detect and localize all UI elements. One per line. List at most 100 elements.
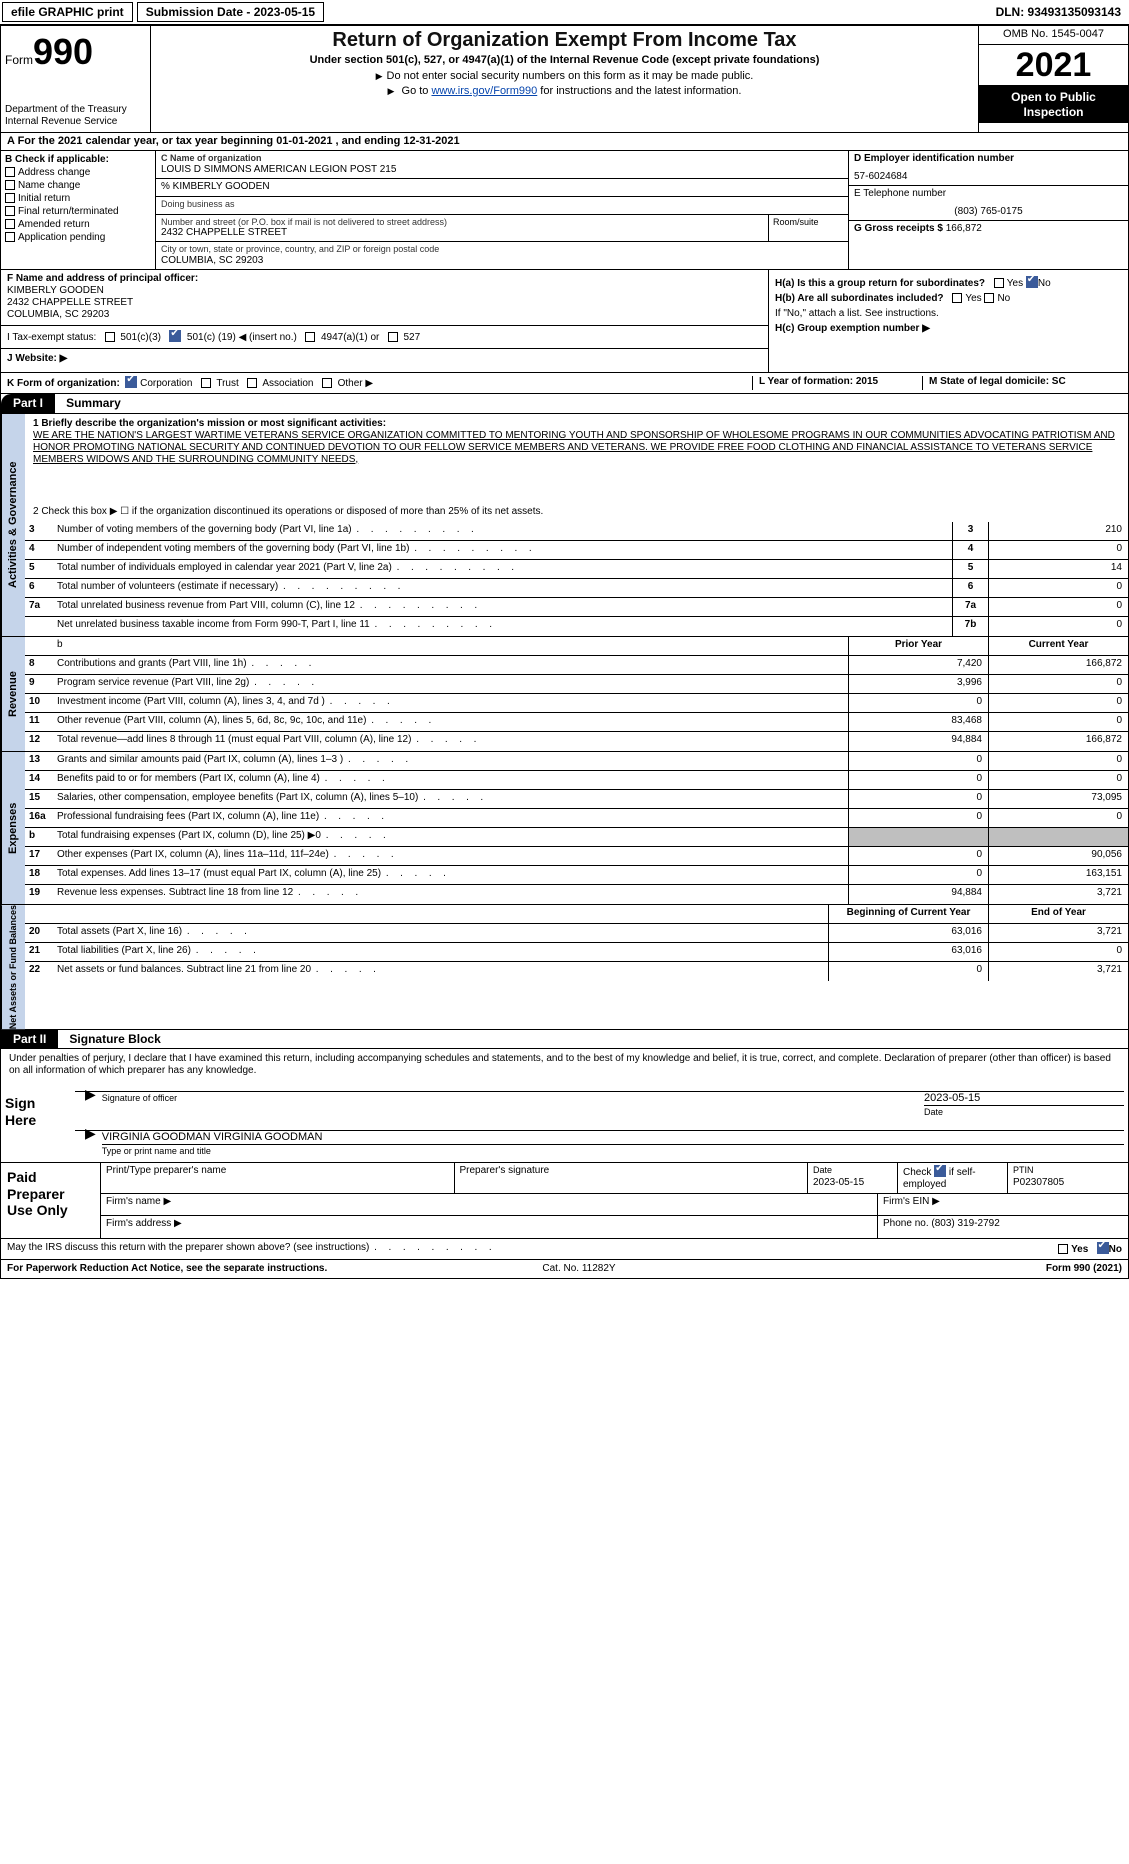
part-i-header: Part I Summary — [0, 394, 1129, 413]
row-desc: Total expenses. Add lines 13–17 (must eq… — [53, 866, 848, 884]
cb-discuss-yes[interactable] — [1058, 1244, 1068, 1254]
row-desc: Total fundraising expenses (Part IX, col… — [53, 828, 848, 846]
row-desc: Net unrelated business taxable income fr… — [53, 617, 952, 636]
cb-self-employed-checked-icon — [934, 1165, 946, 1177]
cb-final-return[interactable] — [5, 206, 15, 216]
row-current: 0 — [988, 675, 1128, 693]
k-other: Other ▶ — [338, 378, 373, 389]
k-assoc: Association — [262, 378, 313, 389]
cb-initial-return[interactable] — [5, 193, 15, 203]
footer-left: For Paperwork Reduction Act Notice, see … — [7, 1263, 327, 1275]
note-post: for instructions and the latest informat… — [537, 85, 741, 97]
row-val: 0 — [988, 541, 1128, 559]
note-pre: Go to — [402, 85, 432, 97]
ha-label: H(a) Is this a group return for subordin… — [775, 278, 985, 289]
discuss-question: May the IRS discuss this return with the… — [7, 1242, 1058, 1256]
row-val: 0 — [988, 598, 1128, 616]
cb-hb-no[interactable] — [984, 293, 994, 303]
cb-lab-1: Name change — [18, 180, 80, 191]
cb-lab-4: Amended return — [18, 219, 90, 230]
prep-phone-label: Phone no. — [883, 1218, 929, 1229]
cb-4947[interactable] — [305, 332, 315, 342]
row-val: 14 — [988, 560, 1128, 578]
table-row: 11Other revenue (Part VIII, column (A), … — [25, 713, 1128, 732]
irs-link[interactable]: www.irs.gov/Form990 — [431, 85, 537, 97]
row-current: 0 — [988, 771, 1128, 789]
table-row: 13Grants and similar amounts paid (Part … — [25, 752, 1128, 771]
cb-application-pending[interactable] — [5, 232, 15, 242]
row-desc: Net assets or fund balances. Subtract li… — [53, 962, 828, 981]
row-num: 4 — [25, 541, 53, 559]
i-o1: 501(c)(3) — [120, 332, 161, 343]
row-num: 3 — [25, 522, 53, 540]
row-desc: Other expenses (Part IX, column (A), lin… — [53, 847, 848, 865]
prep-date-value: 2023-05-15 — [813, 1177, 864, 1188]
cb-lab-3: Final return/terminated — [18, 206, 119, 217]
row-num: 10 — [25, 694, 53, 712]
mission-label: 1 Briefly describe the organization's mi… — [33, 418, 386, 429]
cb-lab-2: Initial return — [18, 193, 70, 204]
hb-yes: Yes — [965, 293, 981, 304]
table-row: 5Total number of individuals employed in… — [25, 560, 1128, 579]
cb-501c3[interactable] — [105, 332, 115, 342]
row-current: 3,721 — [988, 962, 1128, 981]
hc-label: H(c) Group exemption number ▶ — [775, 323, 930, 334]
expenses-block: Expenses 13Grants and similar amounts pa… — [0, 752, 1129, 905]
table-row: 6Total number of volunteers (estimate if… — [25, 579, 1128, 598]
j-website-label: J Website: ▶ — [7, 353, 67, 364]
prep-name-hdr: Print/Type preparer's name — [101, 1163, 455, 1193]
part-ii-badge: Part II — [1, 1030, 58, 1048]
table-row: 4Number of independent voting members of… — [25, 541, 1128, 560]
prep-sig-hdr: Preparer's signature — [455, 1163, 809, 1193]
row-prior: 83,468 — [848, 713, 988, 731]
row-num: 18 — [25, 866, 53, 884]
efile-print-button[interactable]: efile GRAPHIC print — [2, 2, 133, 22]
hdr-end-year: End of Year — [988, 905, 1128, 923]
row-box: 5 — [952, 560, 988, 578]
table-row: 7aTotal unrelated business revenue from … — [25, 598, 1128, 617]
open-public-badge: Open to Public Inspection — [979, 86, 1128, 123]
row-prior: 94,884 — [848, 732, 988, 751]
row-desc: Number of voting members of the governin… — [53, 522, 952, 540]
row-current — [988, 828, 1128, 846]
row-box: 3 — [952, 522, 988, 540]
row-prior: 63,016 — [828, 924, 988, 942]
cb-address-change[interactable] — [5, 167, 15, 177]
cb-527[interactable] — [388, 332, 398, 342]
k-trust: Trust — [216, 378, 238, 389]
cb-assoc[interactable] — [247, 378, 257, 388]
cb-lab-0: Address change — [18, 167, 90, 178]
row-num — [25, 617, 53, 636]
prep-date-hdr: Date — [813, 1165, 832, 1175]
section-f: F Name and address of principal officer:… — [1, 270, 768, 372]
vert-expenses: Expenses — [1, 752, 25, 904]
row-num: 17 — [25, 847, 53, 865]
row-desc: Total unrelated business revenue from Pa… — [53, 598, 952, 616]
i-o2-post: ) ◀ (insert no.) — [232, 332, 296, 343]
c-name-label: C Name of organization — [161, 153, 262, 163]
row-num: 12 — [25, 732, 53, 751]
cb-trust[interactable] — [201, 378, 211, 388]
row-prior: 0 — [848, 809, 988, 827]
form-number: 990 — [33, 31, 93, 72]
row-desc: Investment income (Part VIII, column (A)… — [53, 694, 848, 712]
hdr-prior-year: Prior Year — [848, 637, 988, 655]
table-row: 10Investment income (Part VIII, column (… — [25, 694, 1128, 713]
instructions-note: Go to www.irs.gov/Form990 for instructio… — [157, 85, 972, 98]
cb-hb-yes[interactable] — [952, 293, 962, 303]
row-current: 0 — [988, 694, 1128, 712]
table-row: 15Salaries, other compensation, employee… — [25, 790, 1128, 809]
cb-other[interactable] — [322, 378, 332, 388]
cb-name-change[interactable] — [5, 180, 15, 190]
row-num: 7a — [25, 598, 53, 616]
table-row: 3Number of voting members of the governi… — [25, 522, 1128, 541]
firm-name-label: Firm's name ▶ — [101, 1194, 878, 1215]
revenue-block: Revenue b Prior Year Current Year 8Contr… — [0, 637, 1129, 752]
row-desc: Contributions and grants (Part VIII, lin… — [53, 656, 848, 674]
ha-no: No — [1038, 278, 1051, 289]
dln-label: DLN: 93493135093143 — [996, 5, 1129, 19]
phone-label: E Telephone number — [854, 188, 1123, 200]
cb-amended[interactable] — [5, 219, 15, 229]
gross-value: 166,872 — [946, 223, 982, 234]
cb-ha-yes[interactable] — [994, 278, 1004, 288]
